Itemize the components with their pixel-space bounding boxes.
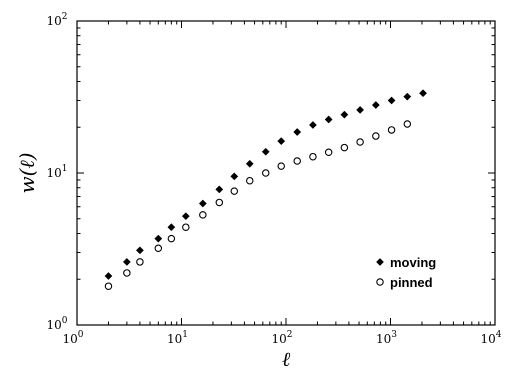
data-point-moving xyxy=(167,223,176,232)
data-point-moving xyxy=(371,101,380,109)
data-point-pinned xyxy=(403,120,412,128)
data-point-pinned xyxy=(309,152,317,161)
data-point-moving xyxy=(403,92,412,101)
legend-label-moving: moving xyxy=(390,255,436,270)
y-axis-label: w(ℓ) xyxy=(15,152,39,193)
data-point-moving xyxy=(261,147,270,156)
data-point-pinned xyxy=(167,234,176,243)
data-point-moving xyxy=(387,96,396,105)
x-axis-label: ℓ xyxy=(282,347,291,371)
data-point-pinned xyxy=(230,187,239,195)
data-point-moving xyxy=(293,128,302,136)
data-point-pinned xyxy=(123,269,131,277)
data-point-moving xyxy=(181,212,190,221)
legend: moving pinned xyxy=(376,255,436,290)
data-point-pinned xyxy=(136,258,144,266)
y-tick-label: 101 xyxy=(46,164,67,180)
y-tick-label: 100 xyxy=(46,316,67,332)
data-point-pinned xyxy=(104,282,113,290)
data-point-moving xyxy=(340,110,349,119)
data-point-moving xyxy=(245,159,254,168)
x-tick-label: 104 xyxy=(480,330,501,346)
data-point-moving xyxy=(122,257,131,266)
data-point-pinned xyxy=(277,162,285,170)
data-point-pinned xyxy=(182,223,190,231)
data-point-moving xyxy=(230,172,239,181)
data-point-moving xyxy=(324,115,333,124)
y-tick-label: 102 xyxy=(46,12,67,28)
data-point-moving xyxy=(419,89,427,98)
data-point-pinned xyxy=(356,138,364,146)
x-tick-label: 102 xyxy=(271,330,292,346)
data-point-pinned xyxy=(293,157,301,165)
data-point-pinned xyxy=(324,148,333,156)
legend-label-pinned: pinned xyxy=(390,275,433,290)
data-point-moving xyxy=(308,121,317,129)
data-point-pinned xyxy=(154,244,163,252)
data-point-moving xyxy=(215,185,224,194)
data-point-pinned xyxy=(215,198,224,207)
data-point-moving xyxy=(104,272,113,280)
data-point-moving xyxy=(154,234,163,243)
data-point-pinned xyxy=(340,143,349,152)
data-markers xyxy=(104,89,427,290)
x-tick-label: 100 xyxy=(62,330,83,346)
data-point-moving xyxy=(277,137,286,146)
legend-marker-pinned xyxy=(376,278,384,286)
data-point-moving xyxy=(135,246,144,255)
x-tick-label: 103 xyxy=(376,330,397,346)
data-point-pinned xyxy=(246,176,254,185)
x-tick-label: 101 xyxy=(167,330,188,346)
data-point-pinned xyxy=(387,126,396,134)
axis-tick-labels: 100 101 102 103 104 100 101 102 xyxy=(46,12,501,346)
data-point-moving xyxy=(198,199,207,208)
data-point-pinned xyxy=(261,169,270,177)
data-point-pinned xyxy=(199,211,207,219)
data-point-moving xyxy=(356,105,365,114)
axis-ticks xyxy=(76,20,496,326)
legend-marker-moving xyxy=(376,258,384,266)
data-point-pinned xyxy=(372,132,380,140)
